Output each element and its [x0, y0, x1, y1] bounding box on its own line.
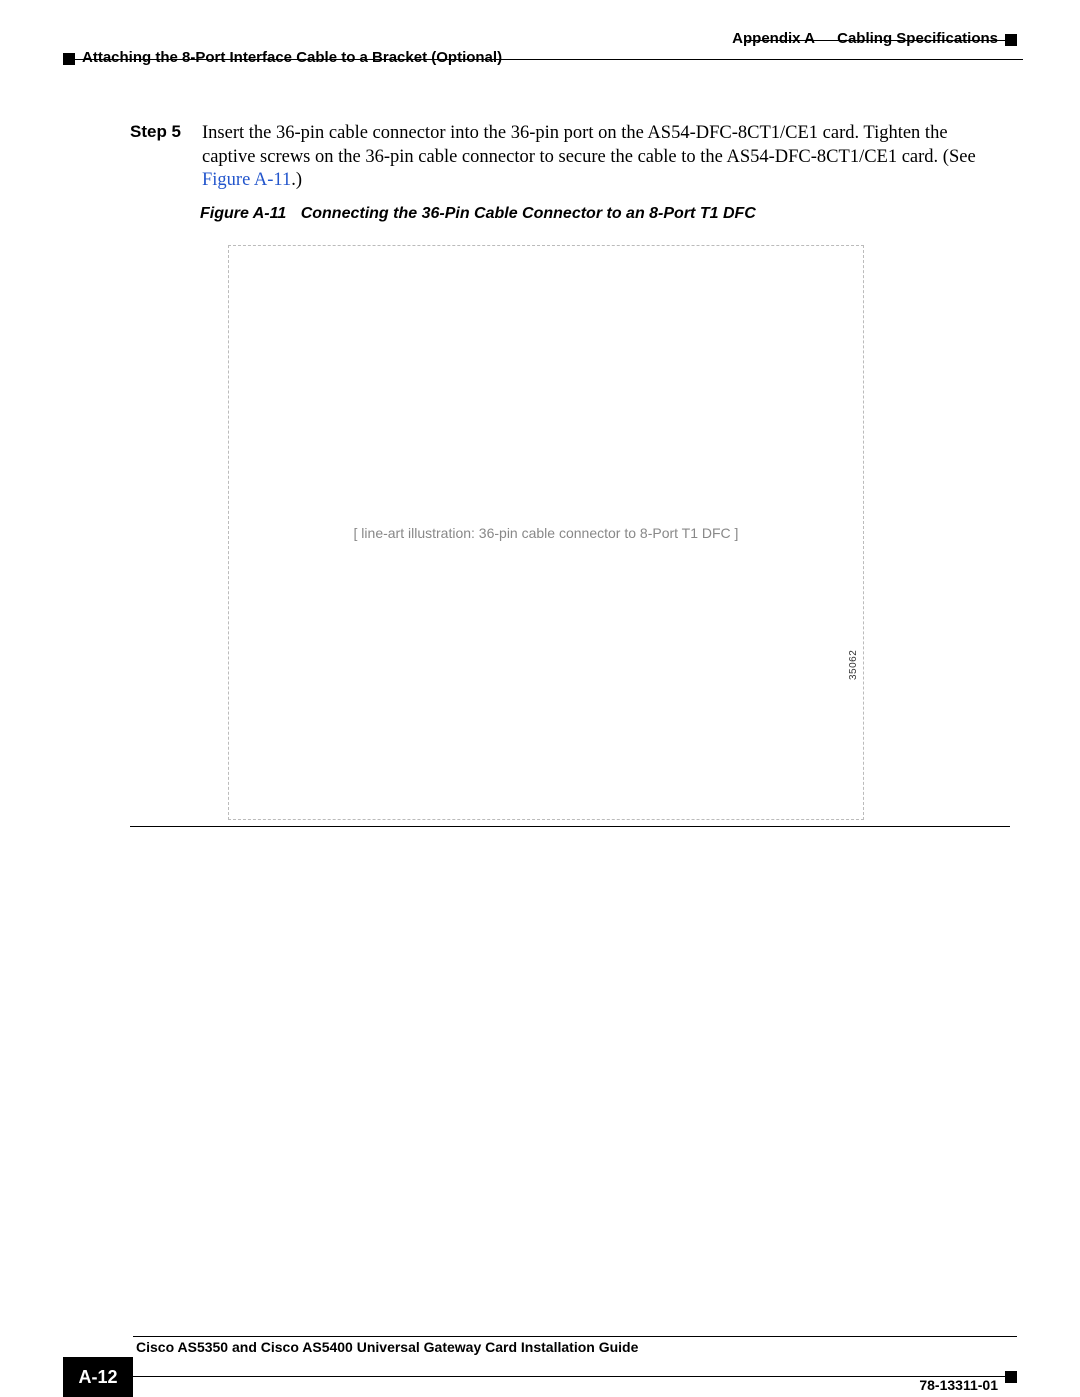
step-text-1: Insert the 36-pin cable connector into t…	[202, 123, 976, 167]
footer-doc-number: 78-13311-01	[919, 1377, 998, 1393]
page: Appendix A Cabling Specifications Attach…	[0, 0, 1080, 1397]
figure-image: [ line-art illustration: 36-pin cable co…	[228, 245, 864, 820]
step-body: Insert the 36-pin cable connector into t…	[202, 122, 1002, 193]
step-label: Step 5	[130, 122, 198, 142]
footer-book-title: Cisco AS5350 and Cisco AS5400 Universal …	[136, 1339, 638, 1355]
header-right-rule	[745, 40, 1005, 41]
header-right-marker-icon	[1005, 34, 1017, 46]
footer-rule-bottom	[133, 1376, 1017, 1377]
figure-refnum: 35062	[848, 650, 859, 680]
header-right: Appendix A Cabling Specifications	[732, 30, 998, 47]
step-block: Step 5 Insert the 36-pin cable connector…	[130, 122, 1010, 193]
section-title: Attaching the 8-Port Interface Cable to …	[82, 49, 502, 66]
footer-rule-top	[133, 1336, 1017, 1337]
header-left-rule	[75, 59, 1023, 60]
appendix-title: Cabling Specifications	[837, 30, 998, 47]
page-number-box: A-12	[63, 1357, 133, 1397]
footer-right-marker-icon	[1005, 1371, 1017, 1383]
header-left-marker-icon	[63, 53, 75, 65]
figure-number: Figure A-11	[200, 205, 286, 222]
figure-xref-link[interactable]: Figure A-11	[202, 170, 291, 190]
page-number: A-12	[78, 1367, 117, 1388]
figure-placeholder: [ line-art illustration: 36-pin cable co…	[228, 245, 864, 820]
figure-title: Connecting the 36-Pin Cable Connector to…	[301, 205, 756, 222]
section-end-rule	[130, 826, 1010, 827]
figure-caption: Figure A-11 Connecting the 36-Pin Cable …	[200, 205, 756, 223]
step-text-2: .)	[291, 170, 302, 190]
appendix-label: Appendix A	[732, 30, 815, 47]
